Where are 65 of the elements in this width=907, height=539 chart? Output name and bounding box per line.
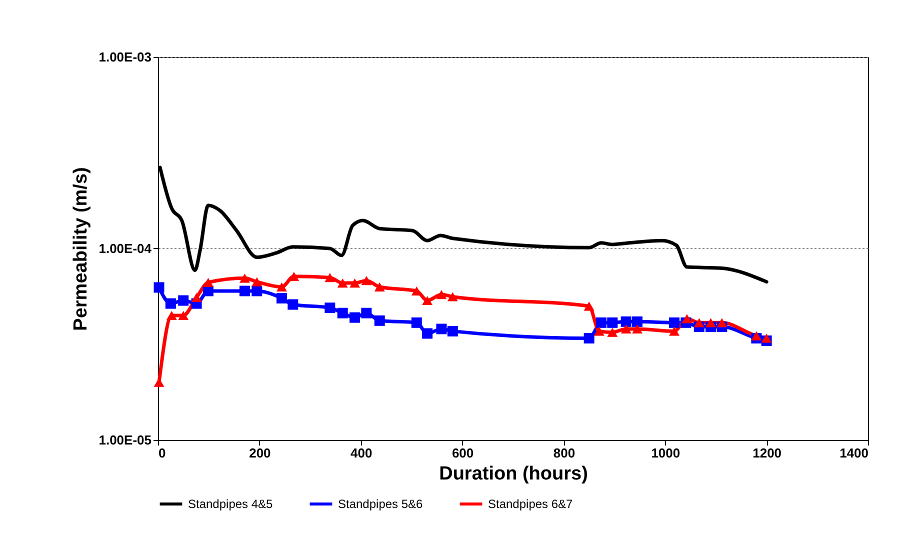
point — [239, 286, 250, 296]
x-tick-label: 200 — [249, 446, 271, 460]
x-tick-label: 1200 — [752, 446, 782, 460]
point — [694, 318, 704, 328]
x-tick-label: 400 — [350, 446, 372, 460]
point — [165, 298, 176, 309]
point — [607, 328, 618, 337]
legend-label: Standpipes 6&7 — [488, 497, 574, 511]
point — [594, 326, 604, 336]
point — [252, 286, 262, 296]
x-tick-label: 800 — [553, 446, 576, 460]
point — [436, 290, 447, 300]
point — [178, 310, 189, 320]
point — [422, 296, 433, 306]
point — [276, 282, 287, 292]
point — [252, 277, 262, 286]
point — [337, 308, 348, 318]
x-tick-label: 600 — [452, 446, 474, 460]
point — [422, 328, 433, 339]
point — [166, 310, 177, 320]
point — [361, 308, 372, 318]
point — [447, 292, 458, 302]
point — [669, 326, 680, 336]
point — [154, 282, 164, 293]
y-tick-label: 1.00E-05 — [98, 432, 152, 448]
point — [361, 276, 372, 286]
y-tick-label: 1.00E-04 — [98, 241, 152, 256]
point — [761, 334, 772, 343]
point — [350, 312, 360, 323]
point — [584, 332, 594, 344]
x-tick-label: 0 — [158, 446, 166, 460]
point — [620, 324, 632, 334]
point — [337, 278, 348, 288]
point — [324, 302, 336, 314]
point — [411, 317, 422, 328]
x-axis-title: Duration (hours) — [439, 464, 588, 484]
point — [607, 317, 618, 328]
y-axis-title: Permeability (m/s) — [70, 167, 92, 331]
point — [191, 292, 202, 302]
legend-label: Standpipes 5&6 — [338, 497, 424, 511]
legend-label: Standpipes 4&5 — [188, 497, 274, 511]
point — [584, 302, 594, 311]
point — [447, 326, 458, 336]
point — [620, 316, 632, 327]
y-tick-label: 1.00E-03 — [98, 50, 152, 64]
point — [374, 282, 385, 292]
point — [324, 273, 336, 282]
point — [350, 278, 360, 288]
point — [682, 314, 692, 324]
point — [374, 315, 385, 326]
point — [276, 292, 287, 304]
point — [632, 324, 642, 334]
point — [706, 318, 716, 328]
x-tick-label: 1000 — [651, 446, 680, 460]
point — [288, 299, 298, 310]
point — [202, 278, 214, 287]
point — [669, 317, 680, 328]
point — [239, 274, 250, 283]
point — [596, 317, 606, 328]
point — [751, 331, 762, 340]
point — [436, 324, 447, 334]
point — [716, 318, 728, 328]
x-tick-label: 1400 — [840, 446, 868, 460]
point — [178, 295, 189, 306]
point — [632, 316, 642, 327]
